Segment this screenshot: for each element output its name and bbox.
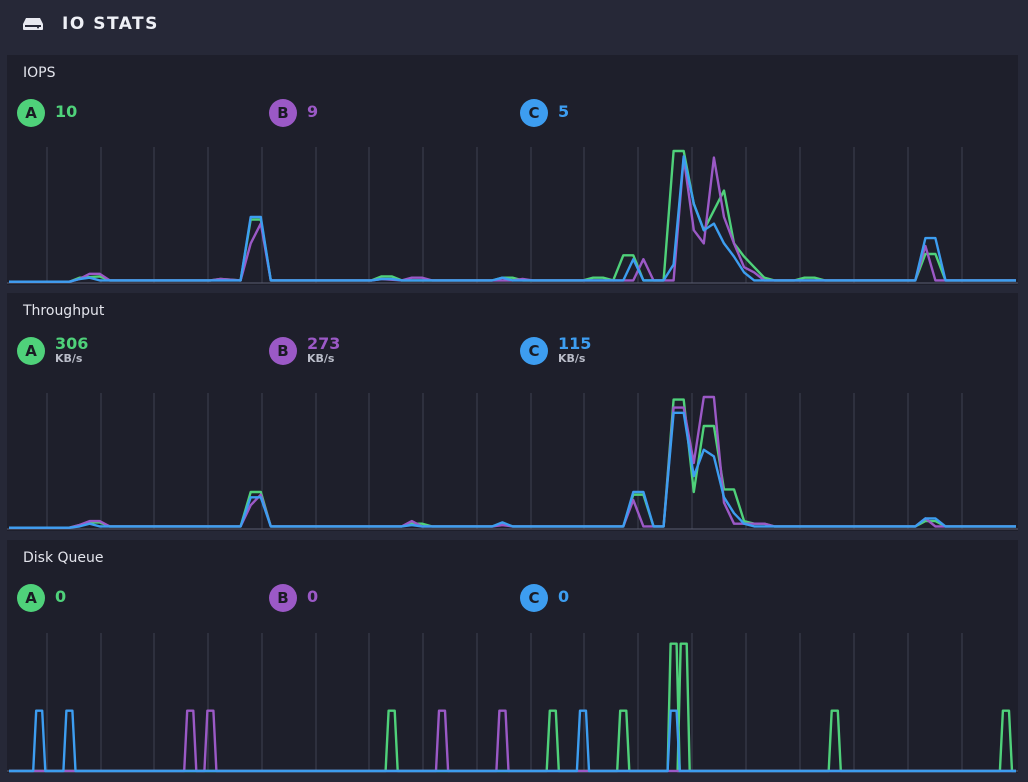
disk-icon — [23, 18, 43, 30]
stat-value-c: 0 — [558, 587, 570, 606]
iops-chart — [7, 147, 1018, 284]
series-line-a — [9, 642, 1016, 773]
stat-value-a: 0 — [55, 587, 67, 606]
iops-panel: IOPS A 10 B 9 C 5 — [7, 55, 1018, 285]
stat-unit-a: KB/s — [55, 352, 83, 365]
panel-label-iops: IOPS — [23, 65, 56, 81]
stat-value-b: 0 — [307, 587, 319, 606]
stat-unit-c: KB/s — [558, 352, 586, 365]
badge-b: B — [269, 584, 297, 612]
throughput-panel: Throughput A 306 KB/s B 273 KB/s C 115 K… — [7, 293, 1018, 531]
series-line-b — [9, 709, 1016, 773]
throughput-chart — [7, 393, 1018, 530]
stat-value-b: 9 — [307, 102, 319, 121]
stat-value-b: 273 — [307, 334, 341, 353]
badge-a: A — [17, 337, 45, 365]
series-line-b — [9, 156, 1016, 283]
panel-label-throughput: Throughput — [23, 303, 105, 319]
stat-value-c: 115 — [558, 334, 592, 353]
disk-queue-panel: Disk Queue A 0 B 0 C 0 — [7, 540, 1018, 773]
series-line-c — [9, 709, 1016, 773]
io-stats-header: IO STATS — [0, 0, 1028, 50]
badge-b: B — [269, 337, 297, 365]
disk-queue-chart — [7, 633, 1018, 773]
badge-c: C — [520, 584, 548, 612]
stat-value-a: 306 — [55, 334, 89, 353]
page-title: IO STATS — [62, 14, 159, 34]
badge-b: B — [269, 99, 297, 127]
badge-c: C — [520, 99, 548, 127]
series-line-c — [9, 411, 1016, 529]
stat-value-c: 5 — [558, 102, 570, 121]
series-line-b — [9, 395, 1016, 529]
series-line-a — [9, 398, 1016, 529]
badge-c: C — [520, 337, 548, 365]
stat-value-a: 10 — [55, 102, 78, 121]
series-line-c — [9, 155, 1016, 283]
badge-a: A — [17, 584, 45, 612]
panel-label-disk-queue: Disk Queue — [23, 550, 104, 566]
stat-unit-b: KB/s — [307, 352, 335, 365]
series-line-a — [9, 149, 1016, 283]
badge-a: A — [17, 99, 45, 127]
